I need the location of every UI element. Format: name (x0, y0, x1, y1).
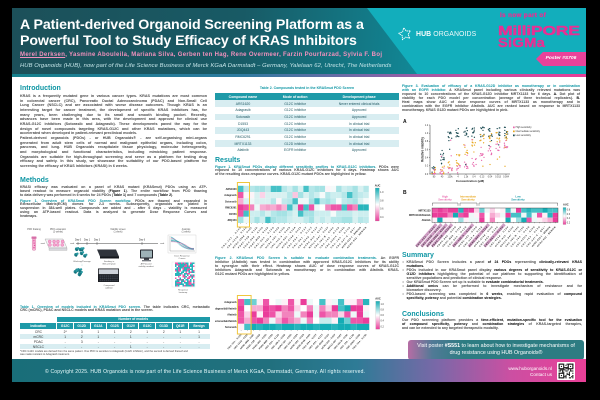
svg-text:1.2: 1.2 (425, 124, 429, 127)
svg-text:Low: Low (515, 195, 521, 199)
svg-text:(1 week): (1 week) (114, 232, 123, 234)
svg-text:PDO expansion: PDO expansion (50, 229, 67, 231)
svg-text:0.6: 0.6 (425, 148, 429, 151)
svg-text:Intermediate sensitivity: Intermediate sensitivity (516, 130, 541, 133)
svg-text:Intermediate: Intermediate (460, 195, 476, 199)
svg-text:4: 4 (457, 176, 459, 178)
svg-text:Concentration (μM): Concentration (μM) (456, 179, 484, 183)
svg-text:⟶: ⟶ (41, 242, 46, 246)
svg-text:0.6: 0.6 (381, 314, 385, 317)
svg-text:Day 6: Day 6 (139, 239, 146, 242)
svg-text:0.6: 0.6 (567, 213, 571, 216)
svg-text:0.8: 0.8 (567, 209, 571, 212)
svg-text:0.4: 0.4 (381, 320, 385, 323)
svg-text:0.6: 0.6 (380, 208, 384, 211)
svg-text:PDO thawing: PDO thawing (27, 228, 41, 231)
svg-text:0.2: 0.2 (425, 165, 429, 168)
svg-text:1.0: 1.0 (381, 303, 385, 306)
svg-text:⟶: ⟶ (70, 242, 75, 246)
svg-text:0.8: 0.8 (381, 309, 385, 312)
svg-text:40: 40 (441, 176, 444, 178)
svg-text:0.2: 0.2 (567, 221, 571, 224)
svg-text:0.04: 0.04 (488, 176, 493, 178)
svg-text:ARS1620: ARS1620 (226, 188, 237, 191)
svg-text:High: High (442, 195, 448, 199)
svg-text:Day 3: Day 3 (94, 239, 101, 242)
svg-text:Sensitivity: Sensitivity (461, 198, 475, 202)
svg-text:Sensitivity: Sensitivity (438, 198, 452, 202)
svg-text:384-well plate: 384-well plate (102, 263, 116, 266)
svg-text:AUC: AUC (375, 183, 381, 187)
svg-text:JDQ443: JDQ443 (227, 219, 237, 222)
svg-text:(2 weeks): (2 weeks) (53, 232, 63, 234)
svg-text:Compound: Compound (104, 285, 115, 287)
svg-text:1.0: 1.0 (380, 191, 384, 194)
svg-text:MRTX1133: MRTX1133 (419, 209, 432, 212)
svg-text:addition: addition (105, 287, 113, 290)
svg-text:0.4: 0.4 (425, 157, 429, 160)
svg-text:Analysis: Analysis (182, 228, 191, 231)
svg-text:0.4: 0.4 (380, 216, 384, 219)
svg-text:High sensitivity: High sensitivity (516, 126, 533, 129)
svg-text:Sensitivity: Sensitivity (511, 198, 525, 202)
svg-text:0.004: 0.004 (503, 176, 509, 178)
svg-text:Viability screen: Viability screen (110, 228, 126, 231)
svg-text:0.8: 0.8 (380, 199, 384, 202)
svg-text:AUC: AUC (563, 203, 569, 207)
svg-text:Day 1: Day 1 (84, 239, 91, 242)
svg-text:↓: ↓ (81, 262, 83, 266)
svg-text:ATP-based: ATP-based (141, 263, 153, 266)
svg-text:0.13: 0.13 (480, 176, 485, 178)
svg-text:Afatinib: Afatinib (227, 314, 237, 317)
svg-text:120k: 120k (448, 176, 454, 178)
svg-text:Adagrasib&Afatinib: Adagrasib&Afatinib (215, 307, 237, 310)
svg-text:Relative viability: Relative viability (421, 137, 425, 162)
svg-text:Adagrasib: Adagrasib (224, 194, 237, 197)
svg-text:Sotorasib&Afatinib: Sotorasib&Afatinib (215, 320, 237, 323)
svg-text:⟶: ⟶ (160, 242, 165, 246)
svg-text:Response: Response (178, 290, 189, 292)
svg-text:RMC6291: RMC6291 (225, 207, 237, 210)
svg-text:Washing/Passage: Washing/Passage (73, 261, 91, 263)
svg-text:heatmap: heatmap (179, 291, 188, 294)
svg-text:Low sensitivity: Low sensitivity (516, 134, 532, 137)
svg-text:1.2k: 1.2k (464, 176, 469, 178)
svg-text:MRTX1133/Afatinib: MRTX1133/Afatinib (409, 214, 431, 217)
svg-text:0.4: 0.4 (567, 217, 571, 220)
svg-text:0.8: 0.8 (425, 140, 429, 143)
svg-text:0.4: 0.4 (472, 176, 476, 178)
svg-text:0.013: 0.013 (495, 176, 501, 178)
svg-text:Sotorasib: Sotorasib (225, 326, 237, 329)
svg-text:Dose Response: Dose Response (174, 256, 190, 258)
svg-text:AUC: AUC (375, 297, 381, 301)
svg-text:Seeding in: Seeding in (104, 261, 115, 263)
svg-text:D1553: D1553 (229, 213, 237, 216)
svg-text:Curves: Curves (179, 257, 187, 260)
svg-text:viability readout: viability readout (138, 265, 154, 268)
svg-text:1.0: 1.0 (425, 132, 429, 135)
svg-text:80: 80 (433, 176, 436, 178)
svg-text:0.0: 0.0 (425, 173, 429, 176)
svg-text:Sotorasib: Sotorasib (225, 200, 237, 203)
svg-text:Day 0: Day 0 (75, 239, 82, 242)
svg-text:Adagrasib: Adagrasib (224, 301, 237, 304)
svg-text:(1 week): (1 week) (182, 232, 191, 234)
svg-text:Afatinib: Afatinib (422, 219, 431, 222)
svg-text:0.2: 0.2 (381, 325, 385, 328)
